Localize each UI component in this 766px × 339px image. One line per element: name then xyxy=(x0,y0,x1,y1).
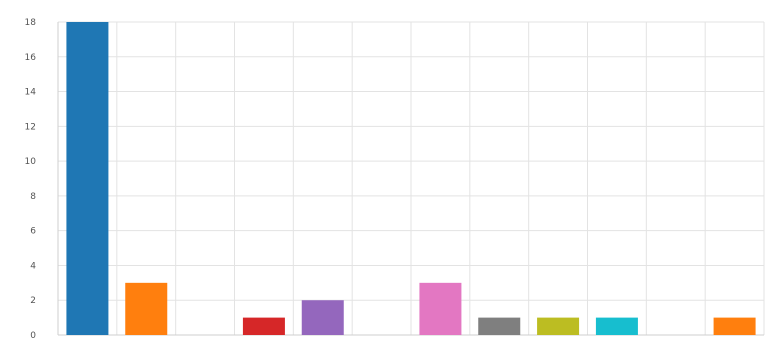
y-tick-label: 8 xyxy=(30,192,36,202)
bar xyxy=(419,282,462,335)
bar xyxy=(66,22,109,335)
bar xyxy=(125,282,168,335)
bar xyxy=(595,317,638,335)
y-tick-label: 12 xyxy=(25,122,36,132)
y-axis-ticks: 0 2 4 6 8 10 12 14 16 18 xyxy=(25,18,37,339)
y-tick-label: 6 xyxy=(30,227,36,237)
y-tick-label: 2 xyxy=(30,296,36,306)
y-tick-label: 14 xyxy=(25,88,37,98)
bar xyxy=(713,317,756,335)
bars xyxy=(66,22,756,335)
grid xyxy=(57,21,765,336)
y-tick-label: 16 xyxy=(25,53,37,63)
bar xyxy=(537,317,580,335)
y-tick-label: 4 xyxy=(30,261,36,271)
y-tick-label: 10 xyxy=(25,157,37,167)
y-tick-label: 0 xyxy=(30,331,36,339)
y-tick-label: 18 xyxy=(25,18,37,28)
bar xyxy=(242,317,285,335)
bar xyxy=(301,300,344,335)
bar xyxy=(478,317,521,335)
